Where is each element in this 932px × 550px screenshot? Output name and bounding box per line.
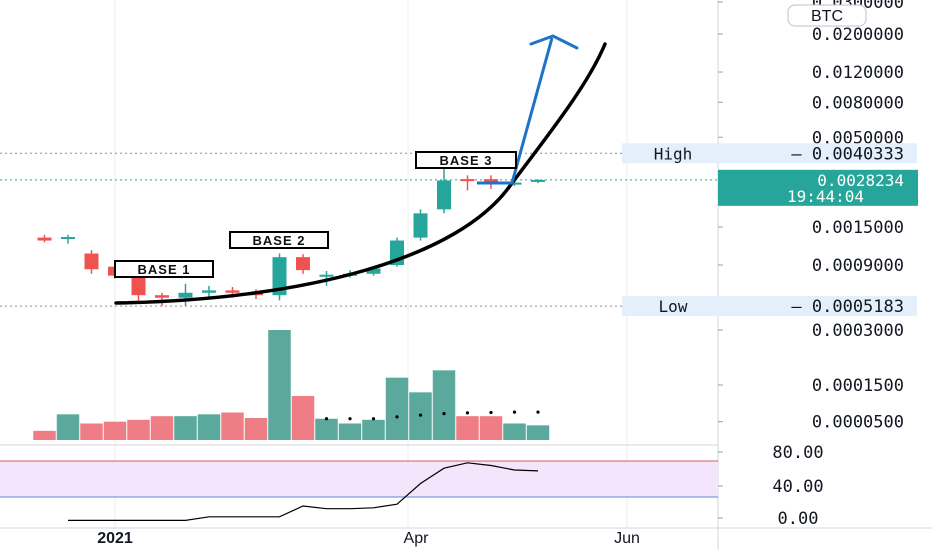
- price-axis-label: 0.0009000: [812, 256, 904, 276]
- volume-bar: [291, 396, 315, 440]
- volume-bar: [150, 416, 174, 440]
- volume-ma-dot: [465, 411, 470, 415]
- volume-bar: [244, 418, 268, 440]
- volume-ma-dot: [371, 417, 376, 421]
- price-axis-label: 0.0120000: [812, 63, 904, 83]
- rsi-line: [68, 462, 539, 522]
- candle: [84, 253, 99, 270]
- volume-ma-dot: [418, 413, 423, 417]
- candle: [272, 257, 287, 296]
- price-axis-label: 0.0000500: [812, 413, 904, 433]
- volume-ma-dot: [324, 417, 329, 421]
- volume-bar: [127, 419, 150, 440]
- price-axis-label: 0.0200000: [812, 25, 904, 45]
- price-axis-label: 0.0080000: [812, 93, 904, 113]
- volume-bar: [479, 416, 503, 440]
- volume-bar: [526, 425, 550, 440]
- rsi-axis-label: 0.00: [778, 509, 819, 529]
- parabolic-curve: [114, 42, 607, 305]
- candle: [484, 179, 498, 184]
- candle: [155, 295, 169, 298]
- last-price-value: 0.0028234: [817, 171, 904, 190]
- candle: [531, 179, 545, 182]
- candle: [61, 237, 75, 240]
- volume-ma-dot: [512, 410, 517, 414]
- volume-bar: [33, 430, 56, 440]
- base-annotations: BASE 1 BASE 2 BASE 3: [114, 151, 517, 278]
- low-level-label-value-bg: [707, 296, 917, 317]
- volume-bar: [503, 423, 526, 440]
- volume-bars: [33, 330, 550, 440]
- volume-bar: [221, 412, 244, 440]
- volume-bar: [315, 418, 338, 440]
- candle: [413, 213, 428, 238]
- volume-bar: [268, 330, 291, 440]
- base-label-text: BASE 2: [253, 233, 306, 248]
- candle: [507, 182, 522, 185]
- candlesticks: [37, 153, 545, 306]
- high-level-label-value-bg: [707, 143, 917, 164]
- candle: [131, 275, 146, 296]
- volume-ma-dot: [489, 410, 493, 415]
- arrow-head: [529, 34, 579, 50]
- base-label-box: [229, 231, 329, 249]
- base-label-box: [415, 151, 517, 169]
- price-axis[interactable]: 0.03000000.02000000.01200000.00800000.00…: [622, 0, 918, 529]
- currency-label: BTC: [811, 8, 843, 25]
- volume-bar: [103, 421, 127, 440]
- time-axis-label: 2021: [97, 530, 133, 547]
- rsi-band: [0, 461, 718, 497]
- candle: [296, 257, 310, 271]
- level-lines: [0, 152, 718, 307]
- price-axis-label: 0.0050000: [812, 128, 904, 148]
- drawings: [114, 34, 607, 305]
- price-axis-label: 0.0015000: [812, 218, 904, 238]
- time-axis-label: Jun: [614, 530, 640, 547]
- low-level-label-value: – 0.0005183: [791, 297, 904, 317]
- candle: [319, 274, 334, 277]
- volume-bar: [197, 414, 221, 440]
- volume-bar: [432, 370, 456, 440]
- candle: [460, 179, 475, 182]
- volume-bar: [174, 416, 197, 440]
- volume-ma-dot: [442, 412, 446, 416]
- low-level-label-name-bg: [622, 296, 707, 317]
- base-label-text: BASE 1: [138, 262, 191, 277]
- time-axis[interactable]: 2021 Apr Jun: [97, 530, 640, 547]
- candle: [225, 290, 240, 293]
- high-level-label-name: High: [654, 144, 693, 163]
- volume-ma-dot: [536, 410, 540, 414]
- base-label-box: [114, 260, 214, 278]
- volume-ma-dot: [348, 417, 352, 421]
- volume-bar: [56, 414, 80, 440]
- low-level-label-name: Low: [659, 297, 688, 316]
- rsi-axis-label: 40.00: [772, 477, 823, 497]
- rsi-pane: [0, 460, 718, 522]
- volume-bar: [80, 423, 103, 440]
- currency-badge[interactable]: BTC: [787, 4, 867, 27]
- volume-bar: [338, 423, 362, 440]
- volume-bar: [385, 377, 409, 440]
- high-level-label-value: – 0.0040333: [791, 144, 904, 164]
- last-price-countdown: 19:44:04: [787, 187, 864, 206]
- candle: [437, 180, 451, 210]
- last-price-tag: [718, 169, 918, 206]
- price-axis-label: 0.0003000: [812, 321, 904, 341]
- volume-bar: [456, 416, 479, 440]
- time-axis-label: Apr: [404, 530, 430, 547]
- candle: [178, 292, 193, 298]
- candle: [366, 268, 381, 274]
- price-axis-label: 0.0001500: [812, 376, 904, 396]
- base-label-text: BASE 3: [440, 153, 493, 168]
- volume-bar: [362, 419, 385, 440]
- rsi-axis-label: 80.00: [772, 443, 823, 463]
- candle: [37, 237, 52, 241]
- volume-ma-dot: [395, 415, 399, 419]
- projection-arrow: [477, 37, 554, 185]
- high-level-label-name-bg: [622, 143, 707, 164]
- candle: [202, 290, 216, 293]
